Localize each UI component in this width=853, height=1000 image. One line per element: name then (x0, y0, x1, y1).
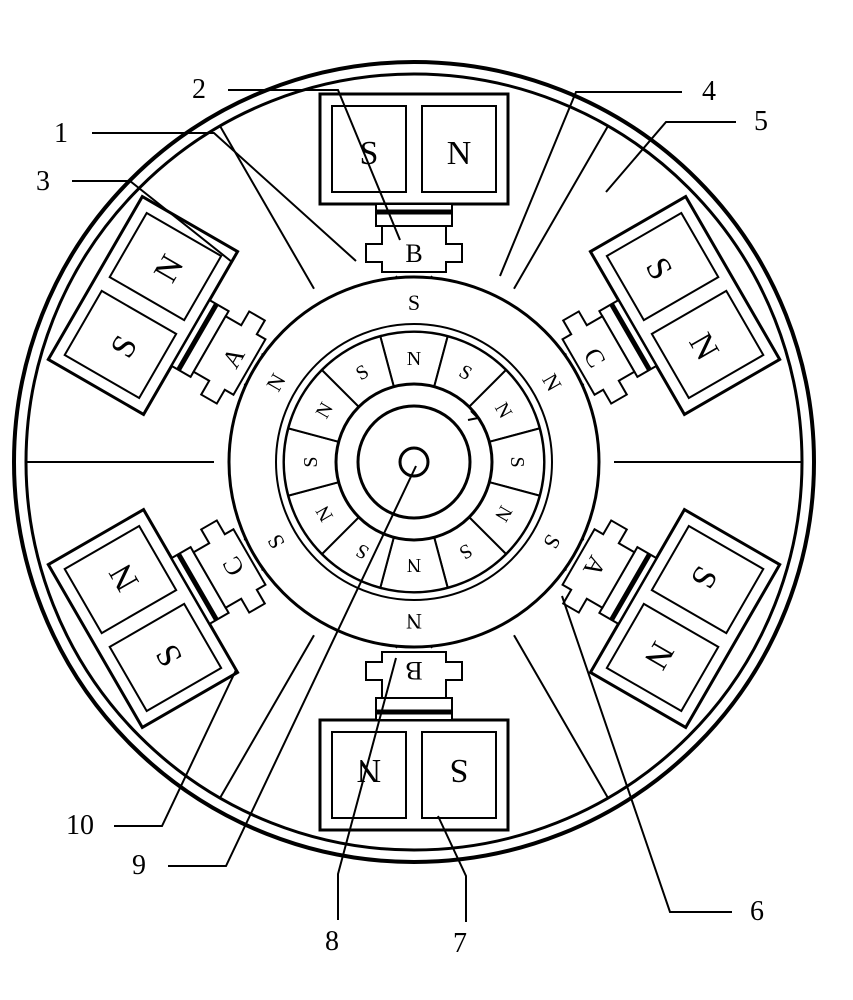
callout-3: 3 (36, 166, 50, 197)
svg-text:B: B (405, 239, 422, 268)
svg-text:N: N (407, 348, 421, 370)
callout-7: 7 (453, 928, 467, 959)
svg-text:S: S (450, 752, 469, 789)
svg-text:N: N (406, 609, 422, 634)
callout-2: 2 (192, 74, 206, 105)
callout-6: 6 (750, 896, 764, 927)
callout-10: 10 (66, 810, 94, 841)
diagram-root: S N B S N C S N (14, 62, 814, 862)
svg-text:N: N (447, 135, 472, 172)
callout-8: 8 (325, 926, 339, 957)
svg-text:S: S (506, 456, 528, 467)
callout-4: 4 (702, 76, 716, 107)
svg-text:S: S (300, 456, 322, 467)
svg-text:B: B (405, 656, 422, 685)
svg-text:S: S (408, 290, 420, 315)
callout-5: 5 (754, 106, 768, 137)
svg-text:N: N (407, 554, 421, 576)
callout-1: 1 (54, 118, 68, 149)
callout-9: 9 (132, 850, 146, 881)
motor-diagram: S N A S N B (0, 0, 853, 1000)
